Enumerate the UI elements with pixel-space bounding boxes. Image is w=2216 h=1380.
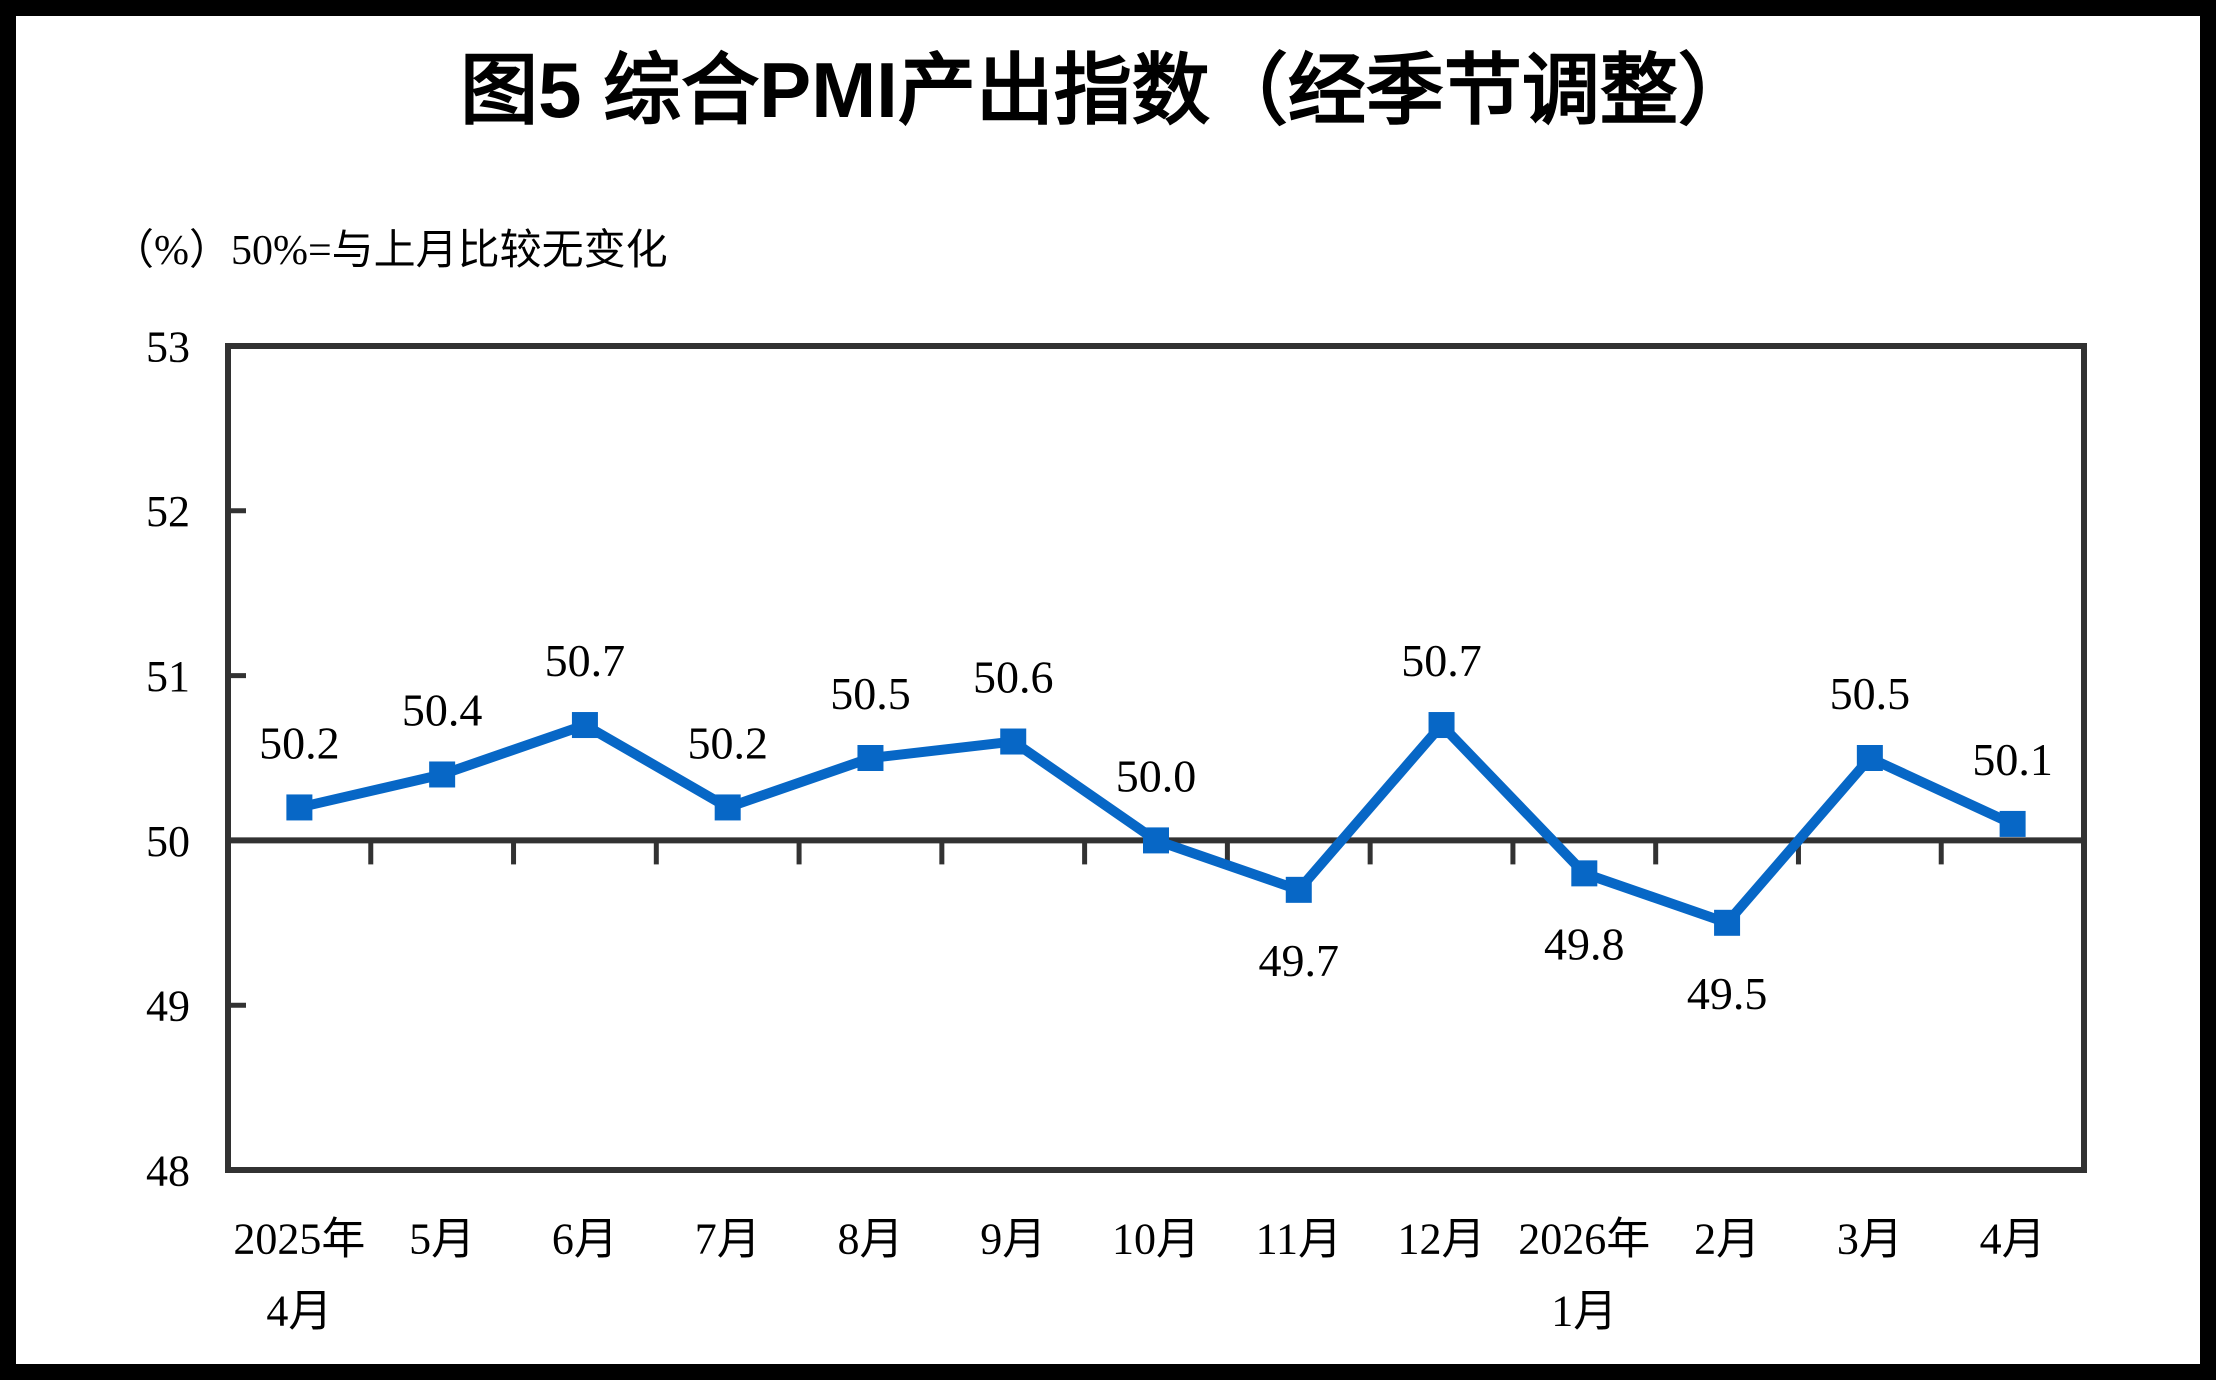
x-tick-label: 6月 (552, 1214, 618, 1263)
data-point-label: 50.7 (1401, 635, 1482, 686)
data-point-label: 49.7 (1259, 935, 1340, 986)
pmi-line-chart: 48 49 50 51 52 53 50.2 50.4 50.7 50.2 50.5 50.6 50.0… (146, 322, 2087, 1335)
x-tick-label: 10月 (1112, 1214, 1200, 1263)
y-tick-label: 53 (146, 322, 190, 371)
data-point-label: 50.1 (1972, 734, 2053, 785)
data-point-marker (1428, 712, 1455, 739)
data-point-marker (1714, 909, 1741, 936)
data-point-marker (1571, 860, 1598, 887)
data-point-label: 50.5 (830, 668, 911, 719)
data-point-marker (1285, 876, 1312, 903)
data-point-label: 50.7 (545, 635, 626, 686)
y-tick-label: 49 (146, 982, 190, 1031)
data-point-marker (714, 794, 741, 821)
data-point-label: 50.2 (687, 718, 768, 769)
data-point-marker (1999, 810, 2026, 837)
plot-border (225, 343, 2087, 1173)
x-tick-label: 8月 (837, 1214, 903, 1263)
x-tick-label: 2026年 1月 (1518, 1214, 1650, 1335)
x-tick-label: 12月 (1398, 1214, 1486, 1263)
data-point-label: 50.4 (402, 685, 483, 736)
x-tick-label: 4月 (1980, 1214, 2046, 1263)
y-tick-label: 51 (146, 652, 190, 701)
y-tick-label: 48 (146, 1146, 190, 1195)
y-tick-label: 52 (146, 487, 190, 536)
data-point-marker (429, 761, 456, 788)
y-axis-unit-note: （%）50%=与上月比较无变化 (112, 228, 668, 274)
data-point-marker (857, 745, 884, 771)
data-point-marker (1000, 728, 1027, 755)
data-point-label: 50.6 (973, 652, 1054, 703)
data-point-label: 50.2 (259, 718, 340, 769)
data-point-marker (1856, 745, 1883, 771)
y-tick-label: 50 (146, 817, 190, 866)
data-point-label: 49.8 (1544, 918, 1625, 969)
data-point-label: 50.5 (1830, 668, 1911, 719)
data-point-marker (1143, 827, 1169, 854)
x-tick-label: 7月 (695, 1214, 761, 1263)
data-point-marker (571, 712, 598, 739)
x-tick-label: 2025年 4月 (233, 1214, 365, 1335)
x-tick-label: 2月 (1694, 1214, 1760, 1263)
x-tick-label: 5月 (409, 1214, 475, 1263)
x-tick-label: 3月 (1837, 1214, 1903, 1263)
data-point-marker (286, 794, 313, 821)
chart-title: 图5 综合PMI产出指数（经季节调整） (460, 46, 1756, 134)
x-tick-label: 11月 (1256, 1214, 1342, 1263)
x-tick-label: 9月 (980, 1214, 1046, 1263)
data-point-label: 50.0 (1116, 751, 1197, 802)
data-point-label: 49.5 (1687, 968, 1768, 1019)
